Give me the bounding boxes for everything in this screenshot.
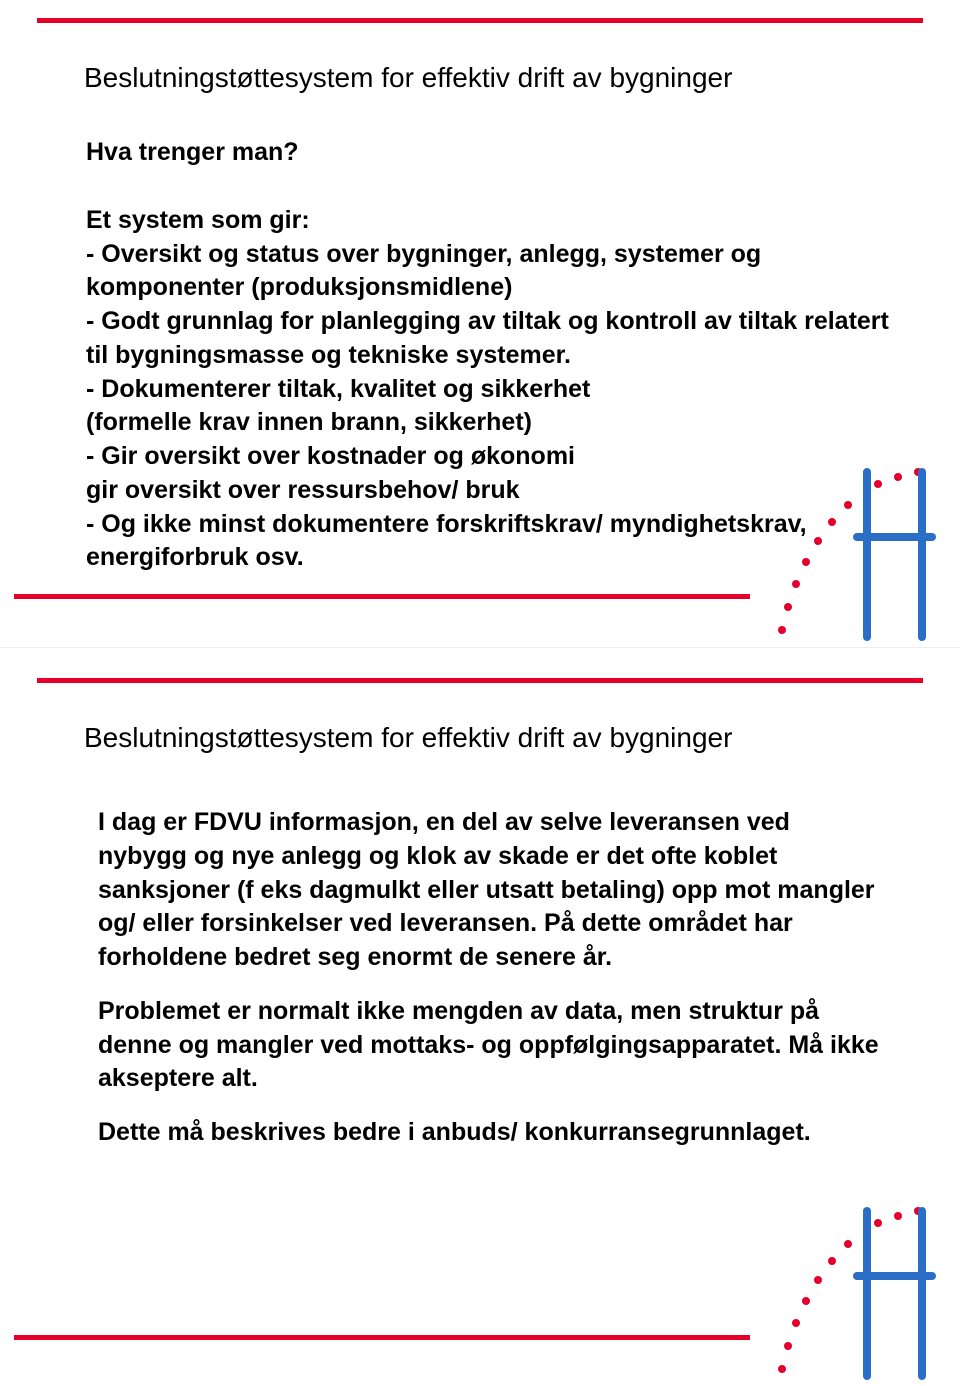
- slide-title: Beslutningstøttesystem for effektiv drif…: [84, 722, 732, 754]
- logo-h-icon: [762, 412, 942, 647]
- bottom-accent-bar: [14, 594, 750, 599]
- heading-question: Hva trenger man?: [86, 136, 900, 170]
- bullet-2: - Godt grunnlag for planlegging av tilta…: [86, 305, 900, 373]
- bullet-1: - Oversikt og status over bygninger, anl…: [86, 238, 900, 306]
- paragraph-3: Dette må beskrives bedre i anbuds/ konku…: [98, 1116, 880, 1150]
- top-accent-bar: [37, 678, 923, 683]
- bottom-accent-bar: [14, 1335, 750, 1340]
- bullet-3: - Dokumenterer tiltak, kvalitet og sikke…: [86, 373, 900, 407]
- slide-content: I dag er FDVU informasjon, en del av sel…: [98, 806, 880, 1170]
- paragraph-2: Problemet er normalt ikke mengden av dat…: [98, 995, 880, 1096]
- logo-dots: [778, 1207, 922, 1373]
- logo-dots: [778, 468, 922, 634]
- logo-h-icon: [762, 1151, 942, 1386]
- logo-h-shape: [857, 1211, 932, 1376]
- slide-1: Beslutningstøttesystem for effektiv drif…: [0, 0, 960, 647]
- slide-2: Beslutningstøttesystem for effektiv drif…: [0, 648, 960, 1368]
- slide-title: Beslutningstøttesystem for effektiv drif…: [84, 62, 732, 94]
- intro-line: Et system som gir:: [86, 204, 900, 238]
- paragraph-1: I dag er FDVU informasjon, en del av sel…: [98, 806, 880, 975]
- top-accent-bar: [37, 18, 923, 23]
- logo-h-shape: [857, 472, 932, 637]
